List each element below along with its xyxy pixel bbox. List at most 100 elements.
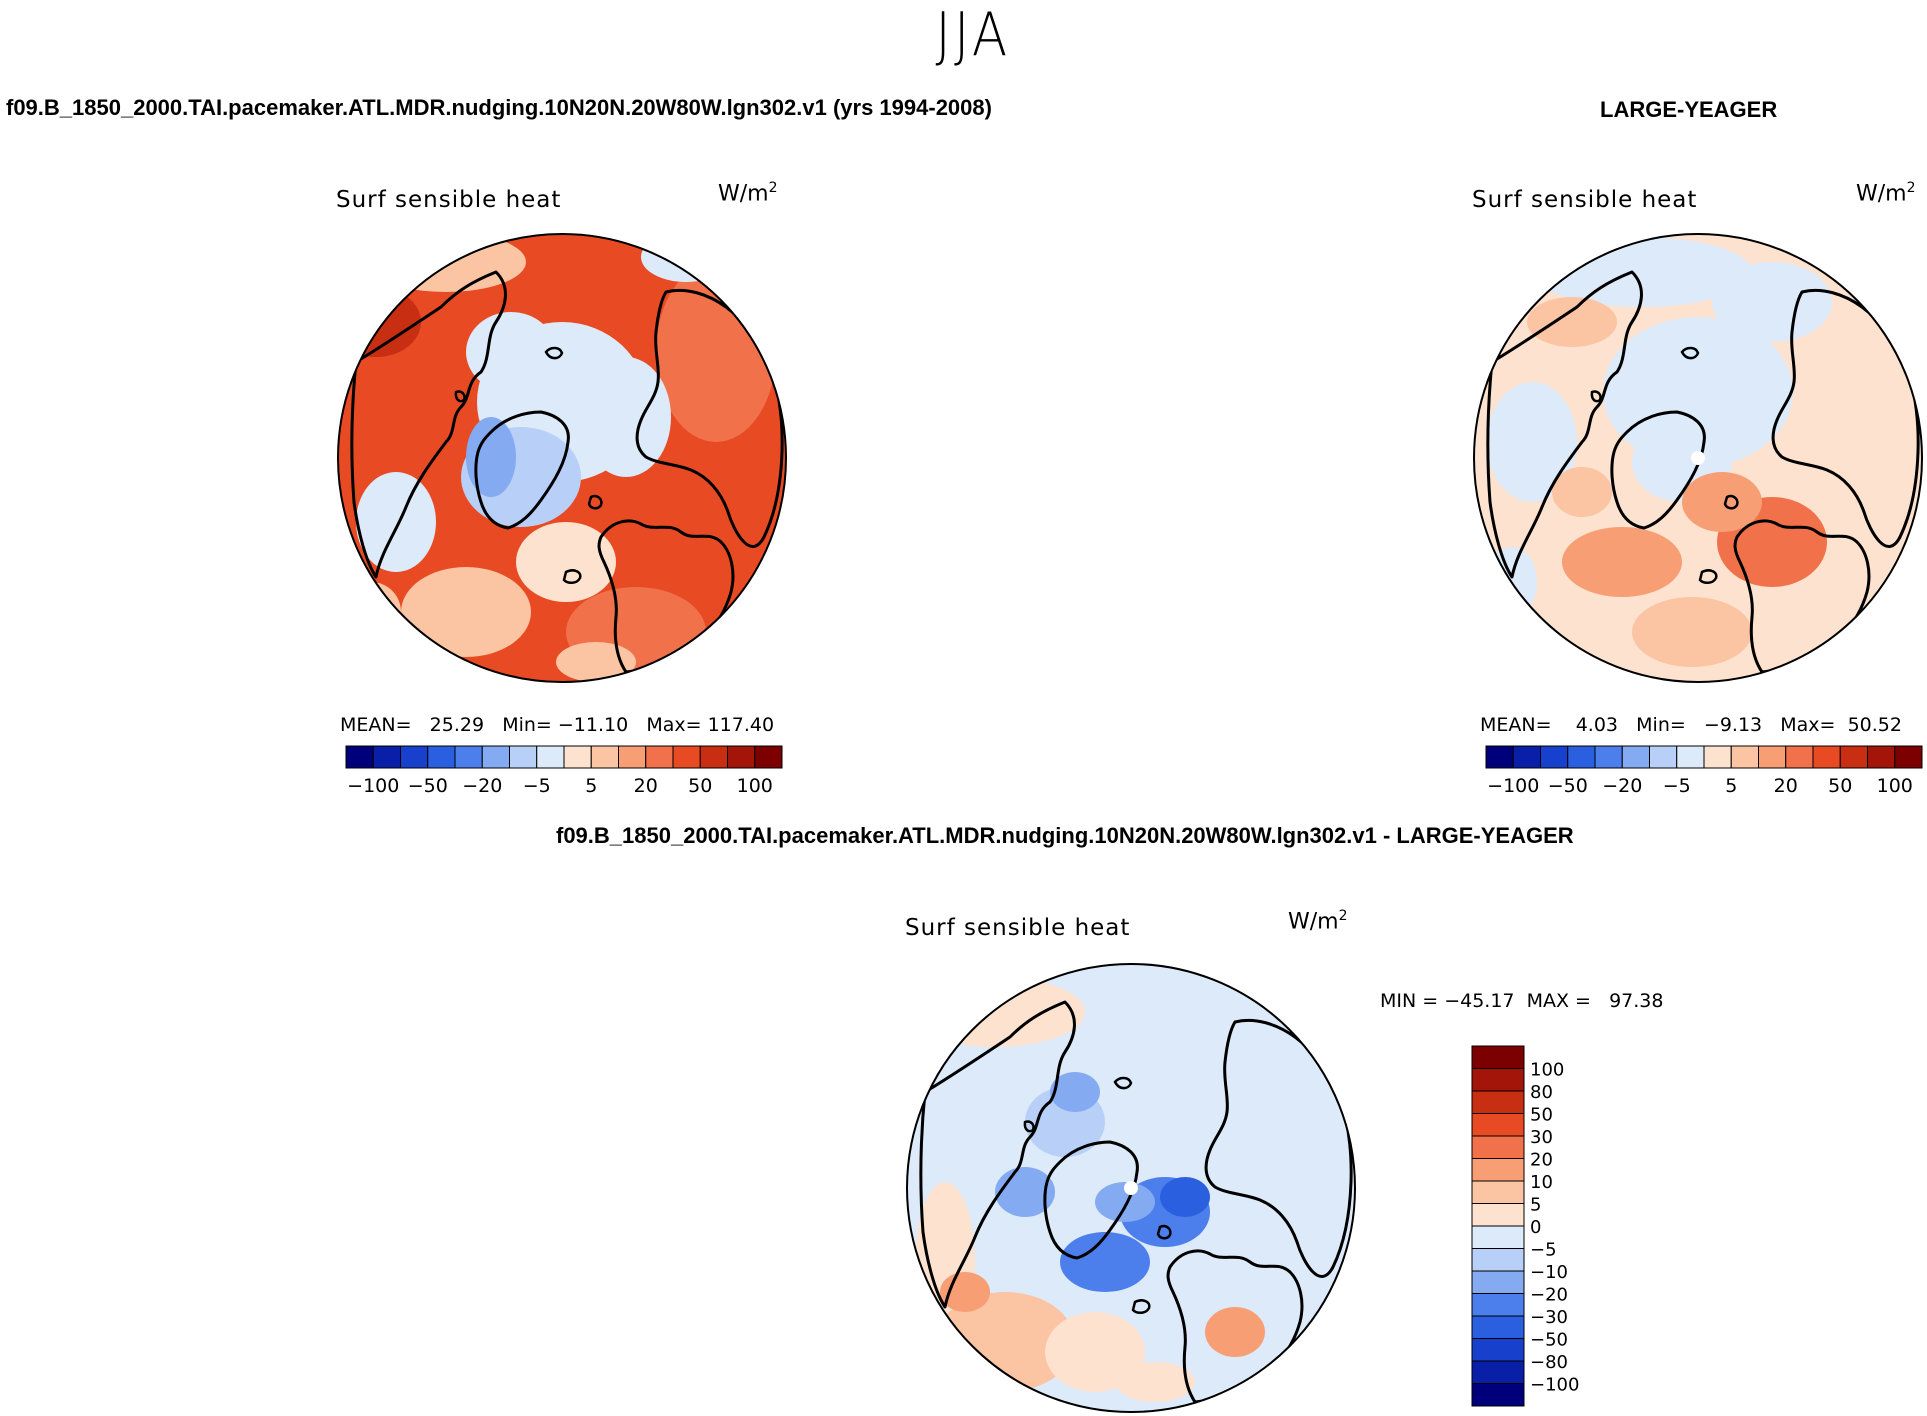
obs-colorbar-tick-label: 5: [1725, 775, 1737, 797]
model-min-label: Min=: [502, 714, 552, 736]
diff-colorbar-box: [1471, 1068, 1525, 1092]
diff-header: f09.B_1850_2000.TAI.pacemaker.ATL.MDR.nu…: [556, 823, 1574, 848]
model-colorbar-box: [754, 745, 783, 769]
diff-colorbar-tick-label: 0: [1530, 1217, 1541, 1238]
model-max-value: 117.40: [707, 714, 775, 736]
diff-polar-map: [906, 963, 1356, 1413]
diff-units: W/m2: [1288, 908, 1348, 935]
field-contour-patch: [401, 567, 531, 657]
model-colorbar-box: [727, 745, 756, 769]
coastline-greenland: [1043, 1140, 1139, 1260]
obs-colorbar-box: [1730, 745, 1759, 769]
model-colorbar-box: [645, 745, 674, 769]
obs-units: W/m2: [1856, 180, 1916, 207]
obs-colorbar-tick-label: 20: [1774, 775, 1798, 797]
field-contour-patch: [1712, 262, 1832, 342]
model-case-header: f09.B_1850_2000.TAI.pacemaker.ATL.MDR.nu…: [6, 95, 992, 120]
model-colorbar-tick-label: −50: [408, 775, 448, 797]
field-contour-patch: [1115, 1362, 1195, 1402]
map-boundary-circle: [1473, 233, 1923, 683]
obs-colorbar-tick-label: −50: [1548, 775, 1588, 797]
model-units: W/m2: [718, 180, 778, 207]
obs-stats: MEAN= 4.03 Min= −9.13 Max= 50.52: [1480, 714, 1902, 736]
map-boundary-circle: [337, 233, 787, 683]
obs-colorbar-tick-label: −5: [1663, 775, 1691, 797]
model-colorbar-tick-label: 5: [585, 775, 597, 797]
model-colorbar-box: [536, 745, 565, 769]
season-title: JJA: [935, 0, 1011, 70]
diff-colorbar-tick-label: −5: [1530, 1240, 1557, 1261]
coastline-island: [1156, 1224, 1172, 1240]
field-contour-patch: [466, 312, 556, 392]
pole-hole: [1124, 1181, 1138, 1195]
coastline-island: [1590, 390, 1602, 403]
field-contour-patch: [1160, 1177, 1210, 1217]
field-contour-patch: [1487, 382, 1577, 502]
model-max-label: Max=: [646, 714, 702, 736]
diff-plot-title: Surf sensible heat: [905, 915, 1131, 941]
diff-colorbar-tick-label: 30: [1530, 1127, 1553, 1148]
model-mean-value: 25.29: [429, 714, 485, 736]
model-colorbar-box: [454, 745, 483, 769]
diff-colorbar-tick-label: 50: [1530, 1105, 1553, 1126]
diff-colorbar-box: [1471, 1315, 1525, 1339]
diff-colorbar-box: [1471, 1203, 1525, 1227]
obs-plot-title: Surf sensible heat: [1472, 187, 1698, 213]
coastline-island: [1113, 1076, 1133, 1090]
obs-max-value: 50.52: [1847, 714, 1902, 736]
obs-colorbar-box: [1703, 745, 1732, 769]
model-stats: MEAN= 25.29 Min= −11.10 Max= 117.40: [340, 714, 774, 736]
obs-colorbar: −100 −50 −20 −5 5 20 50 100: [1485, 745, 1923, 797]
model-colorbar-tick-label: 50: [688, 775, 712, 797]
obs-mean-value: 4.03: [1575, 714, 1619, 736]
coastline-greenland: [1610, 410, 1706, 530]
field-contour-patch: [556, 642, 636, 682]
obs-colorbar-box: [1649, 745, 1678, 769]
coastline-greenland: [474, 410, 570, 530]
diff-colorbar-box: [1471, 1383, 1525, 1407]
obs-colorbar-tick-label: −20: [1602, 775, 1642, 797]
obs-colorbar-box: [1540, 745, 1569, 769]
model-polar-map: [337, 233, 787, 683]
model-colorbar-box: [427, 745, 456, 769]
coastline-north-america: [1486, 270, 1643, 579]
coastline-island: [562, 569, 582, 584]
diff-colorbar-tick-label: −10: [1530, 1262, 1568, 1283]
field-contour-patch: [656, 262, 776, 442]
model-colorbar-box: [345, 745, 374, 769]
model-min-value: −11.10: [557, 714, 629, 736]
field-contour-patch: [1045, 1312, 1145, 1392]
obs-max-label: Max=: [1780, 714, 1836, 736]
model-colorbar-tick-label: −100: [347, 775, 399, 797]
obs-colorbar-box: [1567, 745, 1596, 769]
diff-colorbar-tick-label: −50: [1530, 1330, 1568, 1351]
diff-colorbar-box: [1471, 1045, 1525, 1069]
diff-colorbar-box: [1471, 1338, 1525, 1362]
obs-colorbar-box: [1812, 745, 1841, 769]
obs-min-label: Min=: [1636, 714, 1686, 736]
diff-colorbar-tick-label: −20: [1530, 1285, 1568, 1306]
diff-colorbar-box: [1471, 1360, 1525, 1384]
obs-colorbar-box: [1867, 745, 1896, 769]
diff-colorbar-box: [1471, 1293, 1525, 1317]
field-contour-patch: [356, 472, 436, 572]
map-boundary-circle: [906, 963, 1356, 1413]
diff-colorbar-tick-label: 20: [1530, 1150, 1553, 1171]
model-colorbar-tick-label: −20: [462, 775, 502, 797]
diff-colorbar-box: [1471, 1113, 1525, 1137]
obs-colorbar-box: [1594, 745, 1623, 769]
model-colorbar-tick-label: 100: [737, 775, 773, 797]
field-contour-patch: [341, 582, 401, 642]
obs-colorbar-box: [1785, 745, 1814, 769]
field-contour-patch: [1050, 1072, 1100, 1112]
field-contour-patch: [1562, 527, 1682, 597]
model-colorbar-box: [618, 745, 647, 769]
coastline-island: [1723, 494, 1739, 510]
field-contour-patch: [1095, 1182, 1155, 1222]
model-colorbar-box: [509, 745, 538, 769]
obs-colorbar-box: [1839, 745, 1868, 769]
diff-colorbar-tick-label: 80: [1530, 1082, 1553, 1103]
model-colorbar-box: [672, 745, 701, 769]
field-contour-patch: [1682, 472, 1762, 532]
